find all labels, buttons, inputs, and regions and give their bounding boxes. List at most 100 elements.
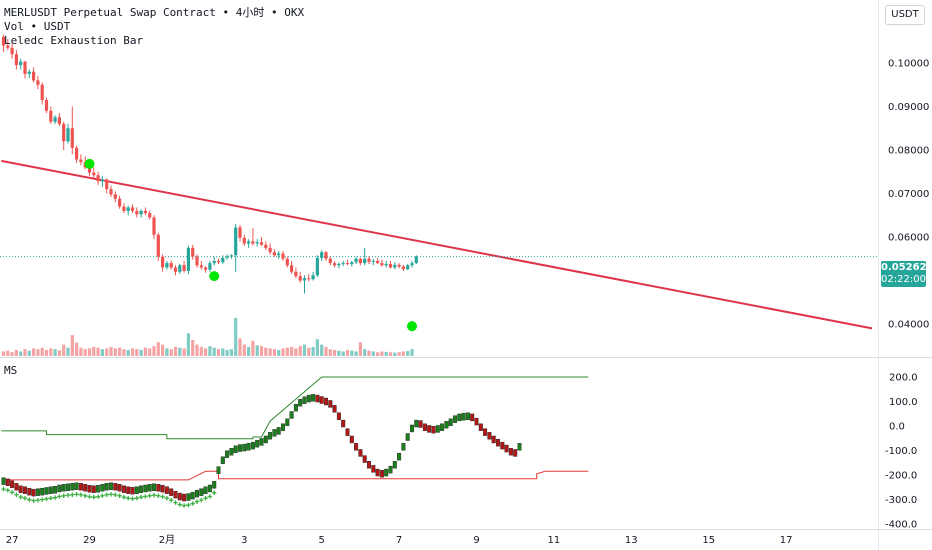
candle-body [156,234,160,257]
candle-body [225,256,229,258]
ms-cross-marker [31,498,36,503]
indicator-legend[interactable]: Leledc Exhaustion Bar [4,34,144,47]
ms-block [311,394,316,402]
ms-pane-label[interactable]: MS [4,364,18,377]
ms-block [298,399,303,407]
volume-bar [44,349,49,356]
candle-body [199,265,203,268]
ms-cross-marker [78,492,84,497]
volume-bar [410,349,414,356]
volume-bar [92,346,96,356]
ms-block [53,486,58,494]
candle-body [1,36,6,46]
candle-body [307,278,311,280]
ms-block [14,483,19,491]
bar-countdown: 02:22:00 [881,274,926,285]
price-tick-label: 0.09000 [888,102,929,113]
volume-bar [367,350,371,356]
volume-bar [83,349,87,356]
ms-block [31,488,36,497]
ms-tick-label: 200.0 [889,373,918,384]
ms-cross-marker [1,486,6,492]
volume-bar [234,318,238,356]
volume-bar [320,344,324,356]
volume-bar [10,352,14,356]
ms-cross-marker [65,493,71,498]
ms-block [388,465,393,474]
volume-bar [290,346,294,356]
ms-block [405,433,410,441]
volume-bar [324,346,328,356]
ms-block [169,488,174,496]
ms-block [160,485,165,493]
candle-body [268,247,272,253]
ms-block [410,424,415,433]
candle-body [238,227,242,238]
candle-body [178,265,182,272]
price-tick-label: 0.10000 [888,59,929,70]
volume-bar [298,346,302,356]
ms-block [186,493,191,501]
candle-body [281,253,285,259]
volume-legend[interactable]: Vol • USDT [4,20,71,33]
ms-block [18,485,23,493]
candle-body [255,242,259,244]
candle-body [173,267,178,272]
ms-block [367,461,372,469]
volume-bar [161,344,165,356]
ms-block [212,481,217,489]
candle-body [143,210,147,214]
candle-body [315,257,319,276]
volume-bar [118,347,122,356]
volume-bar [337,350,341,356]
ms-block [104,483,109,491]
currency-unit-button[interactable]: USDT [885,5,925,25]
time-tick-label: 3 [241,535,247,546]
candle-body [53,117,57,122]
exhaustion-dot [84,158,95,169]
volume-bar [238,338,242,356]
ms-block [182,493,187,502]
ms-block [354,443,359,451]
volume-bar [165,348,169,356]
volume-bar [401,351,405,356]
candle-body [354,258,358,263]
candle-body [32,71,36,81]
volume-bar [70,335,74,356]
volume-bar [225,349,229,356]
ms-block [216,466,221,474]
volume-bar [14,349,18,356]
ms-block [259,438,264,446]
ms-block [427,425,432,433]
candle-body [247,241,251,244]
ms-block [474,417,479,426]
volume-bar [294,348,298,356]
candle-body [165,263,169,268]
time-tick-label: 11 [548,535,561,546]
candle-body [371,260,375,262]
price-tick-label: 0.06000 [888,233,929,244]
candle-body [44,99,49,111]
ms-block [263,435,268,444]
candle-body [113,194,117,199]
ms-cross-marker [147,493,152,498]
ms-cross-marker [164,495,170,501]
exhaustion-dot [407,321,417,332]
candle-body [19,61,23,66]
ms-block [96,485,101,493]
ms-block [465,412,470,420]
candle-body [363,258,367,264]
candle-body [130,207,135,211]
volume-bar [191,340,195,356]
volume-bar [358,342,362,356]
candle-body [14,54,18,66]
symbol-title[interactable]: MERLUSDT Perpetual Swap Contract • 4小时 •… [4,6,305,19]
ms-block [281,423,286,431]
ms-block [392,461,397,469]
candle-body [105,179,109,190]
ms-block [362,455,367,463]
candle-body [66,128,70,142]
ms-cross-marker [212,490,217,495]
volume-bar [105,348,109,356]
